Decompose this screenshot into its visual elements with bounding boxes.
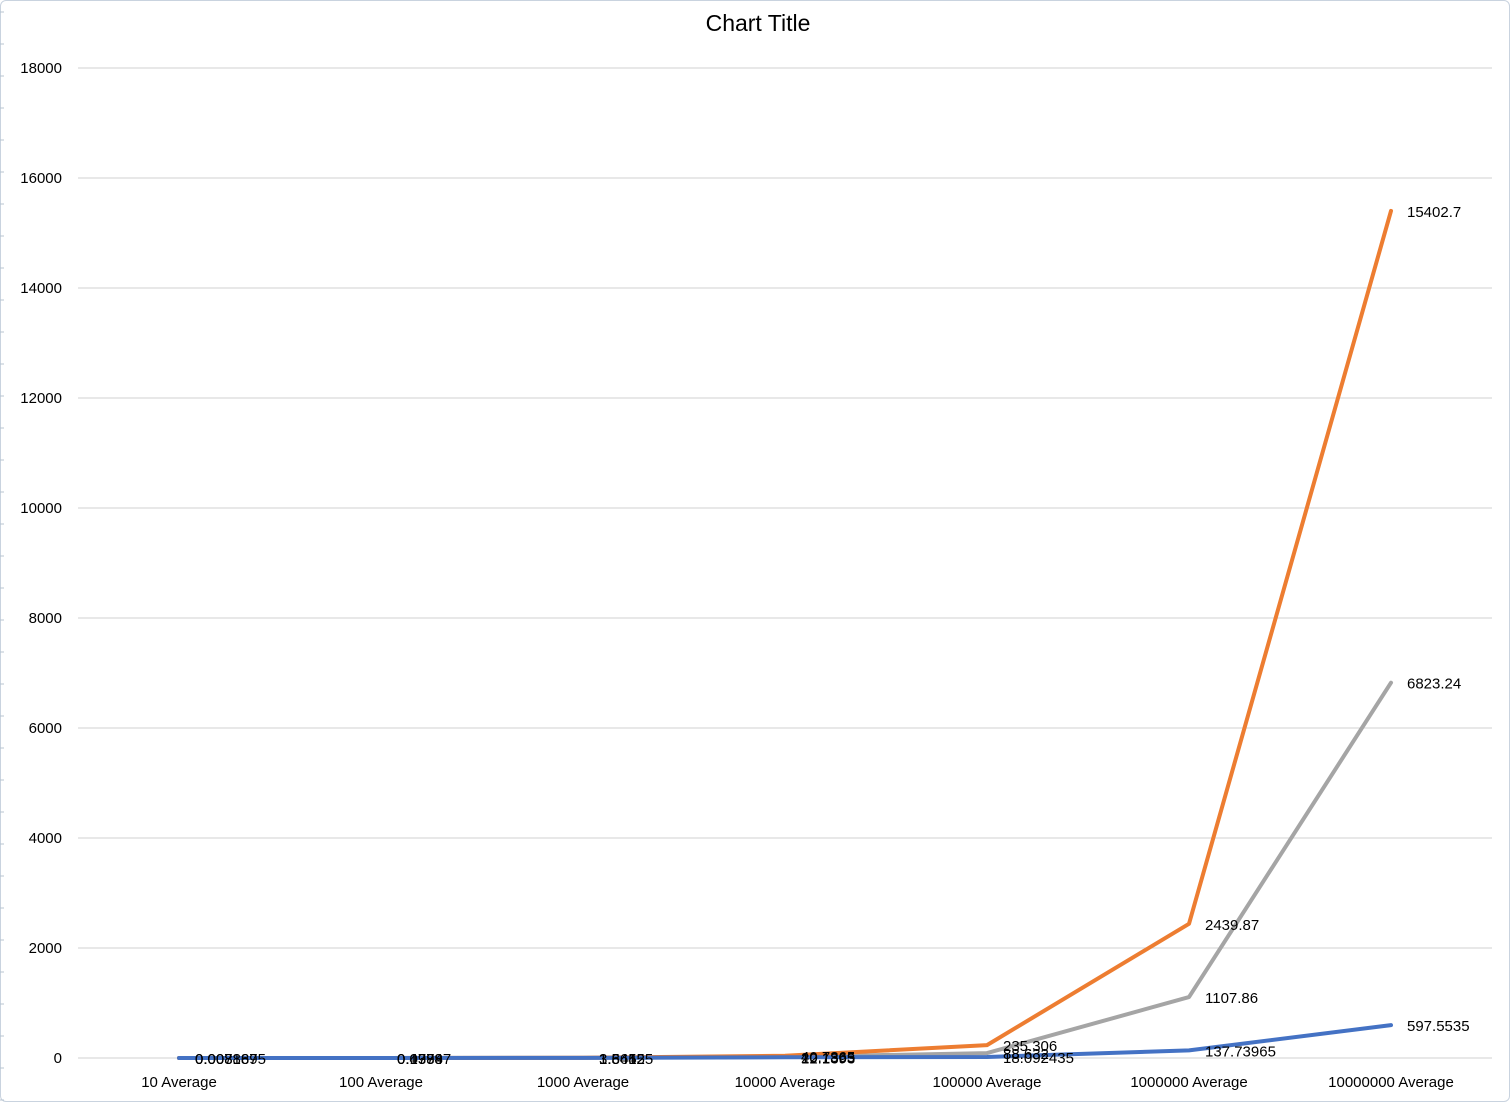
gridlines [78, 67, 1492, 1059]
data-label: 0.47897 [397, 1051, 451, 1068]
x-tick-label: 1000 Average [537, 1074, 629, 1091]
y-tick-label: 6000 [29, 720, 62, 737]
data-label: 12.1393 [801, 1050, 855, 1067]
data-label: 1.8455 [599, 1051, 645, 1068]
data-label: 40.7365 [801, 1049, 855, 1066]
y-tick-label: 4000 [29, 830, 62, 847]
data-label: 597.5535 [1407, 1018, 1470, 1035]
data-label: 0.1374 [397, 1051, 443, 1068]
x-tick-label: 100 Average [339, 1074, 423, 1091]
left-ruler [0, 11, 4, 1101]
y-tick-label: 18000 [20, 60, 62, 77]
data-label: 15402.7 [1407, 204, 1461, 221]
data-label: 137.73965 [1205, 1043, 1276, 1060]
data-label: 0.008167 [195, 1051, 258, 1068]
x-axis-tick-labels: 10 Average 100 Average 1000 Average 10000 A… [141, 1074, 1454, 1091]
x-tick-label: 1000000 Average [1130, 1074, 1247, 1091]
data-label: 0.0078895 [195, 1051, 266, 1068]
y-tick-label: 12000 [20, 390, 62, 407]
y-tick-label: 2000 [29, 940, 62, 957]
x-tick-label: 10000000 Average [1328, 1074, 1454, 1091]
data-label: 2439.87 [1205, 917, 1259, 934]
data-label: 0.0998 [397, 1051, 443, 1068]
x-tick-label: 100000 Average [933, 1074, 1042, 1091]
series-line-0 [177, 1023, 1393, 1060]
chart-title: Chart Title [705, 10, 811, 36]
y-tick-label: 0 [54, 1050, 62, 1067]
data-label: 0.008 [195, 1051, 233, 1068]
x-tick-label: 10 Average [141, 1074, 217, 1091]
data-label: 1.5412 [599, 1051, 645, 1068]
x-tick-label: 10000 Average [735, 1074, 836, 1091]
data-label: 235.306 [1003, 1038, 1057, 1055]
data-labels: 0.008 0.0998 1.5412 12.1393 18.092435 137.739… [195, 204, 1470, 1068]
data-label: 3.66425 [599, 1051, 653, 1068]
series-lines [177, 208, 1393, 1060]
y-tick-label: 14000 [20, 280, 62, 297]
y-tick-label: 8000 [29, 610, 62, 627]
y-tick-label: 16000 [20, 170, 62, 187]
y-tick-label: 10000 [20, 500, 62, 517]
data-label: 6823.24 [1407, 676, 1461, 693]
data-label: 1107.86 [1205, 990, 1258, 1007]
data-label: 20.1865 [801, 1050, 855, 1067]
data-label: 88.632 [1003, 1046, 1049, 1063]
y-axis-tick-labels: 0 2000 4000 6000 8000 10000 12000 14000 16000 180… [20, 60, 62, 1067]
data-label: 18.092435 [1003, 1050, 1074, 1067]
